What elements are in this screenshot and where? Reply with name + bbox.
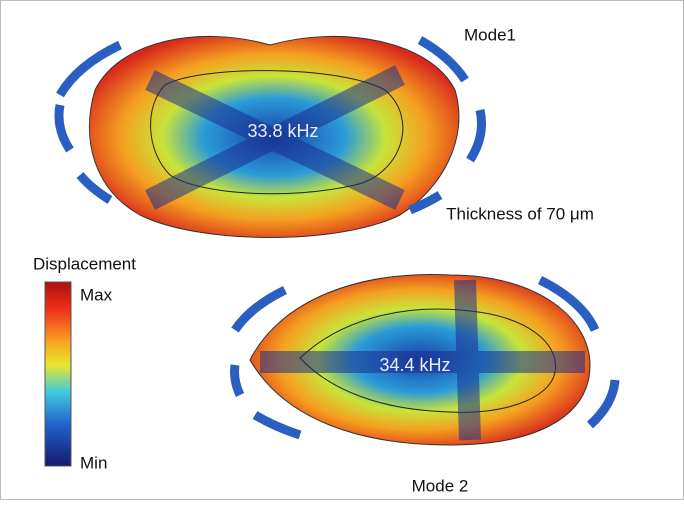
mode1-frequency: 33.8 kHz (247, 121, 318, 141)
mode1-label: Mode1 (464, 25, 516, 44)
figure: Mode1 33.8 kHz Thickness of 70 μm Displa… (0, 0, 684, 500)
mode2-frequency: 34.4 kHz (379, 355, 450, 375)
colorbar-max: Max (80, 285, 113, 304)
colorbar-title: Displacement (33, 254, 136, 273)
thickness-note: Thickness of 70 μm (446, 204, 594, 223)
colorbar-min: Min (80, 453, 107, 472)
colorbar (45, 282, 71, 466)
mode2-label: Mode 2 (412, 476, 469, 495)
